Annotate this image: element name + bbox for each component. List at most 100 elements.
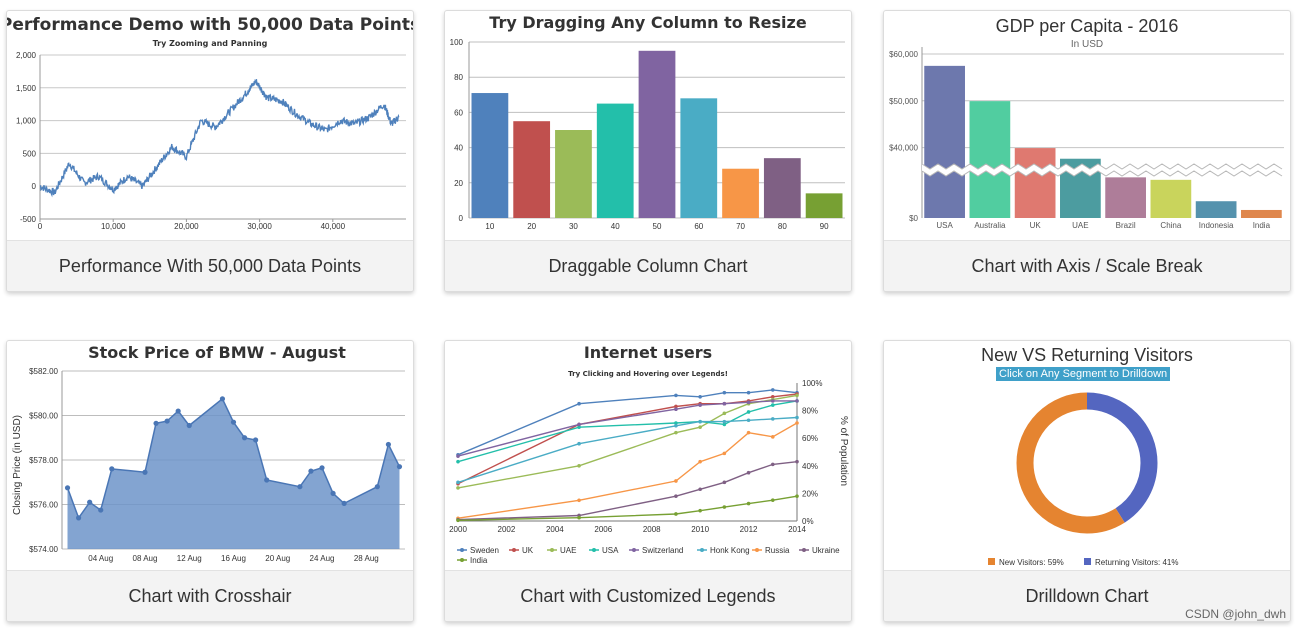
legend-item[interactable]: India: [457, 556, 488, 565]
y-tick-label: 40%: [802, 462, 818, 471]
data-point: [722, 390, 727, 395]
card-footer-title[interactable]: Chart with Axis / Scale Break: [884, 240, 1290, 291]
draggable-column-chart[interactable]: Try Dragging Any Column to Resize 0 20 40 6…: [445, 11, 851, 240]
legend-marker: [460, 548, 464, 552]
data-point: [770, 388, 775, 392]
legend-label: Russia: [765, 546, 790, 555]
chart-title: Performance Demo with 50,000 Data Points: [7, 15, 413, 35]
chart-card-performance[interactable]: Performance Demo with 50,000 Data Points…: [6, 10, 414, 292]
card-footer-title[interactable]: Chart with Crosshair: [7, 570, 413, 621]
series-line: [457, 422, 798, 519]
area-fill: [67, 398, 400, 549]
x-tick-label: 16 Aug: [221, 554, 246, 563]
legend-marker: [700, 548, 704, 552]
x-tick-label: 30: [569, 222, 578, 231]
legend-item[interactable]: Ukraine: [799, 546, 840, 555]
y-tick-label: $0: [909, 214, 918, 223]
data-point: [577, 425, 581, 429]
chart-title: Internet users: [584, 343, 712, 362]
doughnut-segment[interactable]: [1016, 392, 1158, 534]
y-tick-label: $50,000: [889, 97, 918, 106]
legend-item[interactable]: Russia: [752, 546, 790, 555]
data-point: [186, 422, 192, 429]
chart-subtitle: Try Clicking and Hovering over Legends!: [568, 370, 728, 378]
chart-card-legends[interactable]: Internet users Try Clicking and Hovering…: [444, 340, 852, 622]
legend-item[interactable]: Honk Kong: [697, 546, 750, 555]
data-point: [770, 435, 775, 439]
scale-break-band: [922, 164, 1282, 176]
data-point: [722, 480, 727, 485]
legend-item[interactable]: UAE: [547, 546, 576, 555]
x-tick-label: China: [1160, 221, 1181, 230]
y-tick-label: 20%: [802, 489, 818, 498]
legend-label: UK: [522, 546, 534, 555]
legend-label: Sweden: [470, 546, 499, 555]
data-point: [577, 441, 581, 446]
data-point: [164, 418, 170, 424]
x-tick-label: 20: [527, 222, 536, 231]
legend-item[interactable]: Switzerland: [629, 546, 683, 555]
y-tick-label: 60: [454, 108, 463, 117]
y-tick-label: $60,000: [889, 50, 918, 59]
data-point: [698, 459, 702, 464]
data-point: [698, 403, 702, 407]
data-point: [577, 464, 581, 468]
data-point: [770, 403, 775, 407]
data-point: [142, 469, 148, 475]
legend-marker: [802, 548, 806, 552]
data-point: [456, 480, 460, 485]
column-bar: [1241, 209, 1282, 218]
data-point: [456, 454, 460, 458]
data-point: [341, 500, 347, 506]
data-point: [722, 419, 727, 424]
x-tick-label: 10,000: [101, 222, 126, 231]
performance-line-chart[interactable]: Performance Demo with 50,000 Data Points…: [7, 11, 413, 240]
watermark: CSDN @john_dwh: [1185, 607, 1286, 621]
data-point: [297, 484, 303, 490]
column-bar: [1195, 201, 1237, 218]
x-tick-label: 30,000: [247, 222, 272, 231]
legend-item[interactable]: UK: [509, 546, 534, 555]
data-point: [698, 395, 702, 399]
scale-break-edge: [921, 163, 1283, 170]
y-tick-label: 100: [450, 38, 464, 47]
card-footer-title[interactable]: Chart with Customized Legends: [445, 570, 851, 621]
data-point: [722, 451, 727, 456]
data-point: [456, 518, 460, 523]
x-tick-label: Indonesia: [1199, 221, 1234, 230]
legend-marker: [988, 558, 995, 565]
card-footer-title[interactable]: Drilldown Chart: [884, 570, 1290, 621]
y-tick-label: 0: [32, 182, 37, 191]
chart-card-scale-break[interactable]: GDP per Capita - 2016 In USD $0 $40,000 $5…: [883, 10, 1291, 292]
legend-item[interactable]: Sweden: [457, 546, 499, 555]
data-point: [722, 505, 727, 509]
series-line: [457, 393, 798, 485]
y-tick-label: 500: [23, 149, 37, 158]
data-point: [385, 441, 392, 448]
data-point: [241, 435, 248, 441]
chart-card-drilldown[interactable]: New VS Returning Visitors New Visitors: …: [883, 340, 1291, 622]
data-point: [674, 494, 678, 498]
legend-item[interactable]: USA: [589, 546, 619, 555]
y-tick-label: 100%: [802, 379, 822, 388]
internet-users-line-chart[interactable]: Internet users Try Clicking and Hovering…: [445, 341, 851, 570]
legend-label: India: [470, 556, 488, 565]
card-footer-title[interactable]: Draggable Column Chart: [445, 240, 851, 291]
chart-card-crosshair[interactable]: Stock Price of BMW - August Closing Pric…: [6, 340, 414, 622]
y-tick-label: $580.00: [29, 412, 58, 421]
card-footer-title[interactable]: Performance With 50,000 Data Points: [7, 240, 413, 291]
x-tick-label: 20 Aug: [265, 554, 290, 563]
legend-marker: [550, 548, 554, 552]
y-tick-label: 0%: [802, 517, 814, 526]
chart-card-draggable[interactable]: Try Dragging Any Column to Resize 0 20 40 6…: [444, 10, 852, 292]
y-tick-label: 20: [454, 179, 463, 188]
drilldown-button[interactable]: Click on Any Segment to Drilldown: [996, 367, 1171, 381]
data-point: [795, 393, 799, 398]
x-tick-label: 70: [736, 222, 745, 231]
data-point: [674, 512, 678, 516]
stock-area-chart[interactable]: Stock Price of BMW - August Closing Pric…: [7, 341, 413, 570]
scale-break-column-chart[interactable]: GDP per Capita - 2016 In USD $0 $40,000 $5…: [884, 11, 1290, 240]
x-tick-label: 10: [485, 222, 494, 231]
data-point: [674, 404, 678, 409]
drilldown-doughnut-chart[interactable]: New VS Returning Visitors New Visitors: …: [884, 341, 1290, 570]
